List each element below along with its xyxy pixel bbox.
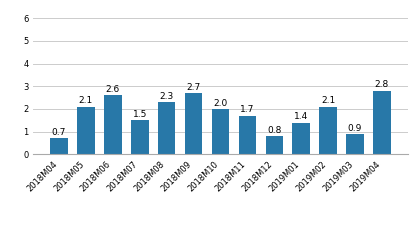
Text: 2.1: 2.1 [79,96,93,105]
Bar [104,95,121,154]
Text: 2.0: 2.0 [213,99,228,108]
Text: 2.3: 2.3 [160,92,174,101]
Bar [346,134,364,154]
Text: 2.1: 2.1 [321,96,335,105]
Text: 2.8: 2.8 [375,80,389,89]
Bar [158,102,176,154]
Bar [77,107,95,154]
Text: 0.7: 0.7 [52,128,66,137]
Bar [50,138,68,154]
Text: 1.5: 1.5 [133,110,147,119]
Bar [373,91,391,154]
Bar [292,123,310,154]
Text: 1.4: 1.4 [294,112,308,121]
Text: 0.8: 0.8 [267,126,282,135]
Bar [239,116,256,154]
Bar [185,93,202,154]
Text: 2.7: 2.7 [186,83,201,92]
Text: 1.7: 1.7 [240,105,255,114]
Bar [212,109,229,154]
Bar [265,136,283,154]
Bar [131,120,149,154]
Text: 0.9: 0.9 [348,123,362,133]
Bar [319,107,337,154]
Text: 2.6: 2.6 [106,85,120,94]
